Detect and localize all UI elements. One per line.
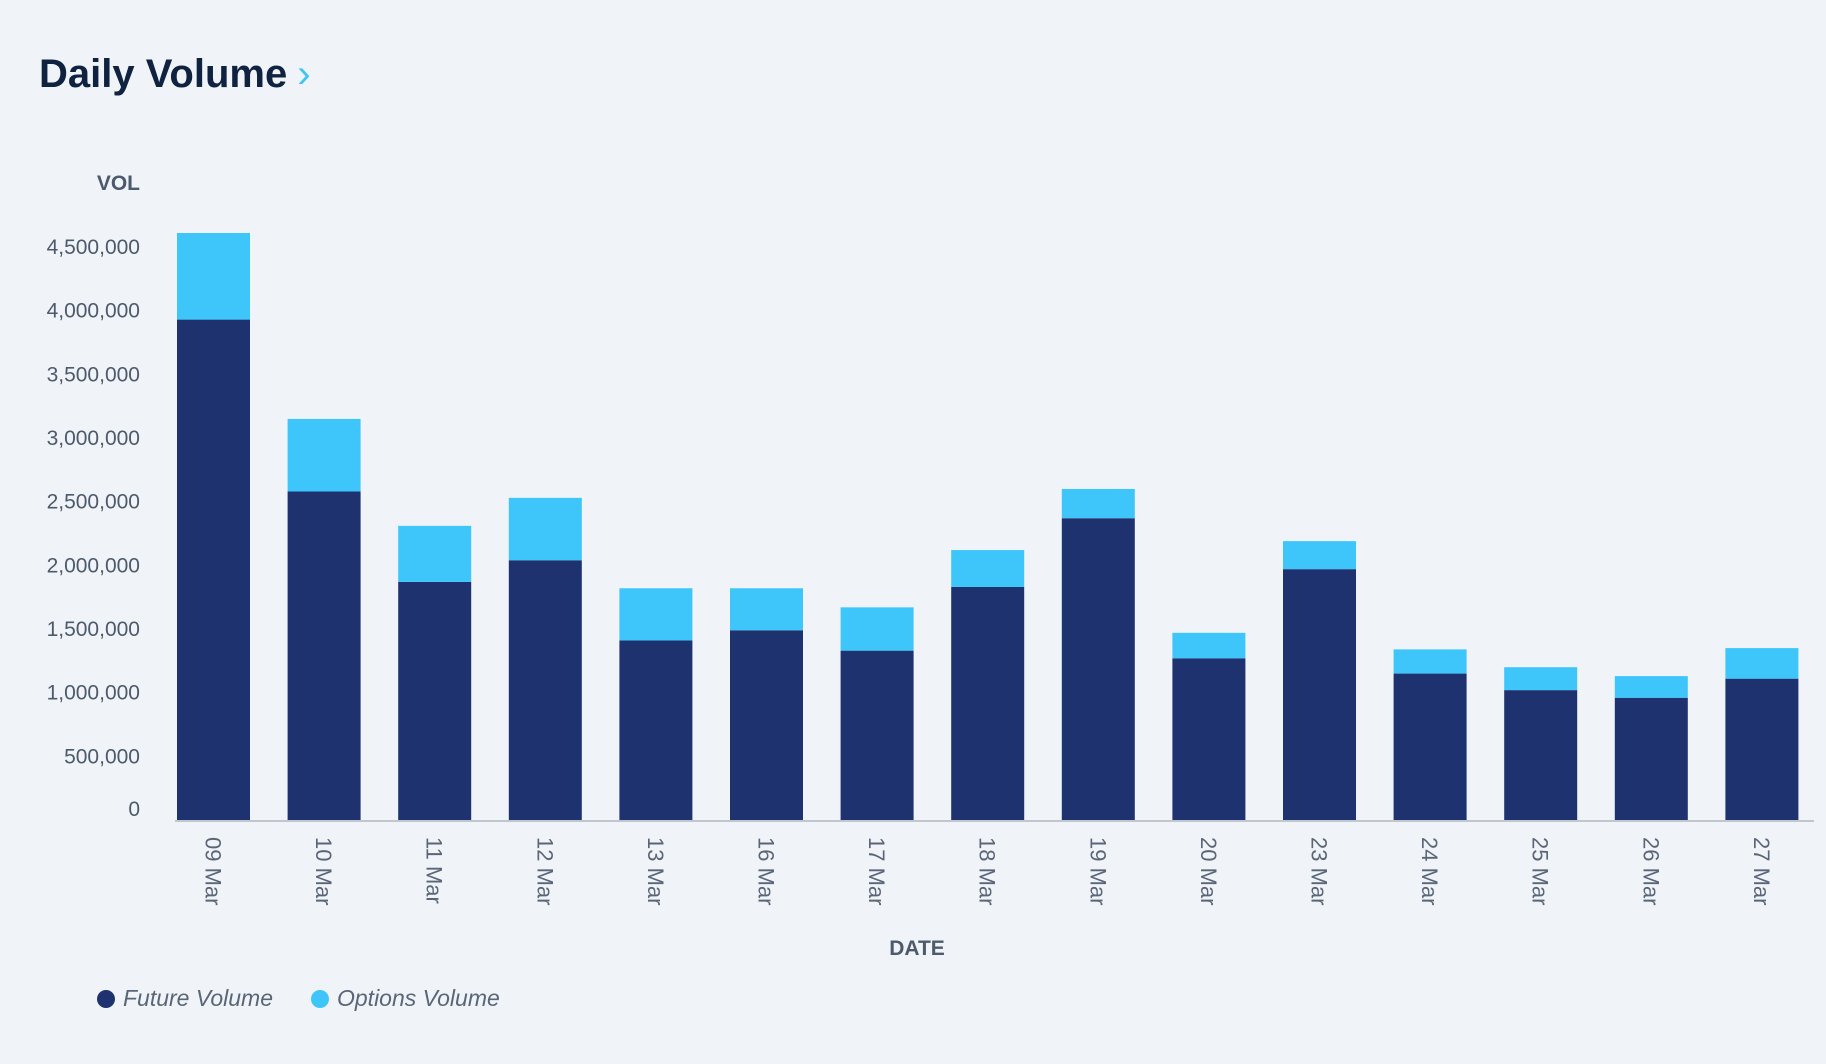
bar-future-volume [619, 640, 693, 820]
bar-future-volume [508, 560, 582, 820]
legend-label: Future Volume [123, 985, 273, 1011]
x-tick-label: 13 Mar [643, 837, 668, 905]
bar-options-volume [508, 497, 582, 561]
x-tick-label: 19 Mar [1085, 837, 1110, 905]
legend-label: Options Volume [337, 985, 500, 1011]
x-tick-label: 26 Mar [1638, 837, 1663, 905]
x-tick-label: 23 Mar [1307, 837, 1332, 905]
x-tick-label: 24 Mar [1417, 837, 1442, 905]
x-tick-label: 09 Mar [201, 837, 226, 905]
bar-options-volume [951, 550, 1025, 587]
y-tick-label: 3,500,000 [47, 363, 140, 386]
y-tick-label: 4,500,000 [47, 236, 140, 259]
bar-options-volume [1172, 632, 1246, 659]
bar-future-volume [1614, 697, 1688, 820]
y-tick-label: 2,000,000 [47, 554, 140, 577]
y-tick-label: 3,000,000 [47, 427, 140, 450]
bar-options-volume [1504, 667, 1578, 691]
bar-options-volume [1393, 649, 1467, 674]
bar-future-volume [730, 630, 803, 820]
page-title: Daily Volume [39, 52, 288, 96]
bar-future-volume [1393, 673, 1467, 820]
x-tick-label: 18 Mar [975, 837, 1000, 905]
x-tick-label: 16 Mar [754, 837, 779, 905]
bar-future-volume [287, 491, 361, 820]
bar-future-volume [1283, 569, 1356, 820]
x-axis-label: DATE [889, 937, 945, 960]
bar-options-volume [1614, 676, 1688, 698]
y-tick-label: 2,500,000 [47, 491, 140, 514]
bar-future-volume [951, 586, 1025, 820]
bar-future-volume [1504, 690, 1578, 820]
x-tick-label: 12 Mar [532, 837, 557, 905]
bar-future-volume [1172, 658, 1246, 820]
bar-future-volume [1725, 678, 1799, 820]
bar-options-volume [840, 607, 914, 651]
y-tick-label: 4,000,000 [47, 300, 140, 323]
legend-item-future[interactable]: Future Volume [97, 985, 273, 1012]
x-tick-label: 11 Mar [422, 837, 447, 904]
bar-options-volume [287, 418, 361, 492]
legend-dot-icon [97, 989, 115, 1008]
y-tick-label: 1,500,000 [47, 618, 140, 641]
x-tick-label: 20 Mar [1196, 837, 1221, 905]
legend-item-options[interactable]: Options Volume [311, 985, 500, 1012]
y-tick-label: 0 [128, 798, 140, 821]
bar-future-volume [177, 319, 250, 820]
y-tick-label: 500,000 [64, 745, 140, 768]
bar-future-volume [398, 581, 472, 820]
x-tick-label: 10 Mar [311, 837, 336, 905]
bar-options-volume [398, 525, 472, 582]
bar-options-volume [619, 588, 693, 641]
x-tick-label: 25 Mar [1528, 837, 1553, 905]
legend: Future Volume Options Volume [97, 985, 500, 1012]
bar-options-volume [730, 588, 803, 631]
y-tick-label: 1,000,000 [47, 682, 140, 705]
bar-options-volume [1725, 648, 1799, 679]
bar-options-volume [1283, 541, 1356, 570]
bar-options-volume [177, 232, 250, 320]
chevron-right-icon: › [297, 52, 311, 96]
bar-future-volume [1061, 518, 1135, 820]
chart-title-link[interactable]: Daily Volume › [39, 52, 311, 97]
bar-future-volume [840, 650, 914, 820]
y-axis-label: VOL [97, 172, 140, 195]
bar-options-volume [1061, 488, 1135, 519]
legend-dot-icon [311, 989, 329, 1008]
x-tick-label: 17 Mar [864, 837, 889, 905]
x-tick-label: 27 Mar [1749, 837, 1774, 905]
